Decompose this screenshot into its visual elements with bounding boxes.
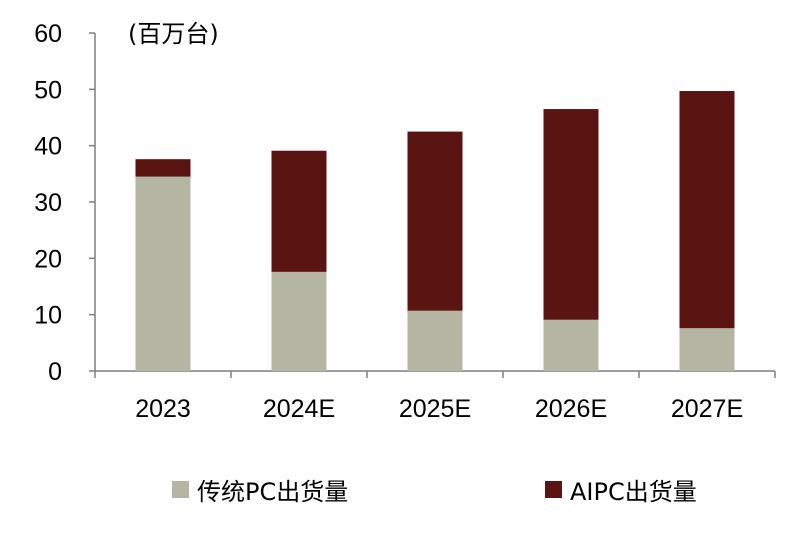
x-tick-label: 2024E: [263, 395, 335, 423]
bar-aipc-2026e: [543, 109, 599, 320]
bar-traditional-pc-2027e: [679, 328, 735, 371]
y-tick-label: 20: [34, 245, 62, 273]
x-tick-label: 2023: [135, 395, 191, 423]
legend-item: 传统PC出货量: [172, 478, 348, 506]
x-tick-label: 2027E: [671, 395, 743, 423]
legend-swatch: [545, 481, 562, 498]
y-tick-label: 0: [48, 358, 62, 386]
y-tick-label: 60: [34, 20, 62, 48]
legend: 传统PC出货量 AIPC出货量: [172, 478, 697, 506]
bar-aipc-2023: [135, 159, 191, 177]
y-tick-label: 50: [34, 76, 62, 104]
axes: [89, 32, 776, 378]
y-unit-label: (百万台): [128, 20, 219, 48]
y-tick-label: 10: [34, 302, 62, 330]
bar-aipc-2025e: [407, 131, 463, 311]
bar-aipc-2027e: [679, 91, 735, 329]
legend-label: AIPC出货量: [570, 478, 697, 506]
bar-traditional-pc-2026e: [543, 319, 599, 371]
legend-item: AIPC出货量: [545, 478, 697, 506]
legend-swatch: [172, 481, 189, 498]
bar-traditional-pc-2025e: [407, 310, 463, 371]
x-tick-label: 2026E: [535, 395, 607, 423]
bar-traditional-pc-2024e: [271, 271, 327, 371]
tick-labels: 0 10 20 30 40 50 60 2023 2024E 2025E 2026E 2027E: [34, 20, 743, 423]
legend-label: 传统PC出货量: [197, 478, 348, 506]
y-tick-label: 30: [34, 189, 62, 217]
x-tick-label: 2025E: [399, 395, 471, 423]
bars: [135, 91, 735, 371]
bar-traditional-pc-2023: [135, 176, 191, 371]
bar-aipc-2024e: [271, 150, 327, 272]
y-tick-label: 40: [34, 133, 62, 161]
